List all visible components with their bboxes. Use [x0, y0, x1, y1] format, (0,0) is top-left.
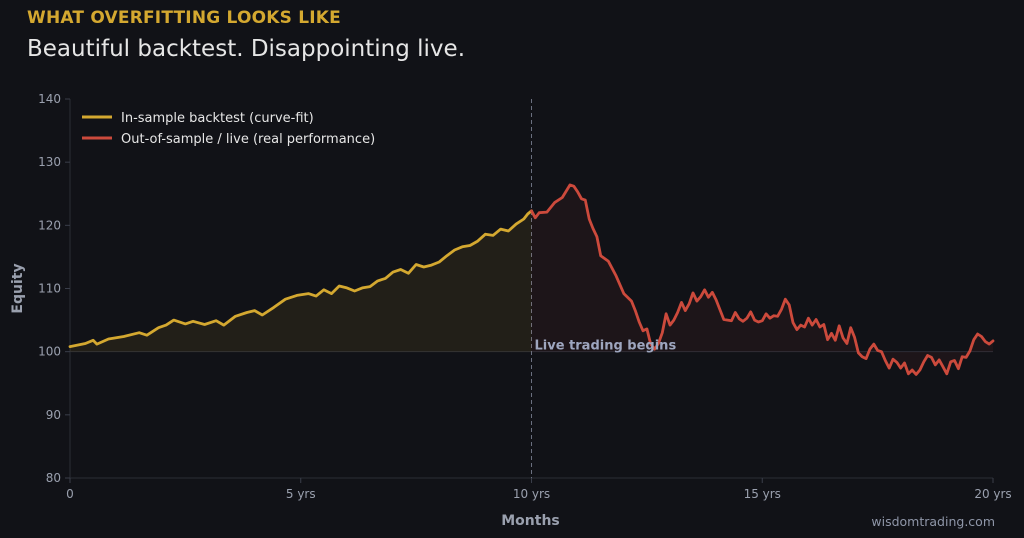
x-axis-label: Months — [501, 513, 560, 529]
legend-label-2: Out-of-sample / live (real performance) — [121, 132, 375, 147]
y-tick-label: 140 — [38, 92, 61, 106]
chart-axes: 80 90 100 110 120 130 140 0 5 yrs 10 yrs 15 yrs 20 … — [38, 92, 1012, 501]
x-tick-label: 15 yrs — [744, 487, 781, 501]
chart-kicker: WHAT OVERFITTING LOOKS LIKE — [27, 8, 341, 28]
series-2-line — [530, 183, 995, 376]
x-tick-label: 20 yrs — [974, 487, 1011, 501]
y-axis-label: Equity — [10, 263, 26, 313]
series-1-fill — [70, 210, 532, 352]
y-tick-label: 90 — [46, 408, 61, 422]
area-fills — [70, 184, 993, 375]
series-2-fill — [531, 184, 993, 375]
legend: In-sample backtest (curve-fit) Out-of-sam… — [82, 111, 375, 147]
legend-label-1: In-sample backtest (curve-fit) — [121, 111, 314, 126]
y-tick-label: 130 — [38, 155, 61, 169]
x-tick-label: 10 yrs — [513, 487, 550, 501]
chart-headline: Beautiful backtest. Disappointing live. — [27, 36, 465, 62]
y-tick-label: 120 — [38, 218, 61, 232]
series-lines — [68, 183, 995, 376]
x-tick-label: 5 yrs — [286, 487, 316, 501]
series-1-line — [68, 209, 533, 348]
live-trading-annotation: Live trading begins — [535, 339, 677, 354]
y-tick-label: 110 — [38, 282, 61, 296]
site-credit: wisdomtrading.com — [871, 514, 995, 529]
x-tick-label: 0 — [66, 487, 74, 501]
y-tick-label: 100 — [38, 345, 61, 359]
y-tick-label: 80 — [46, 471, 61, 485]
